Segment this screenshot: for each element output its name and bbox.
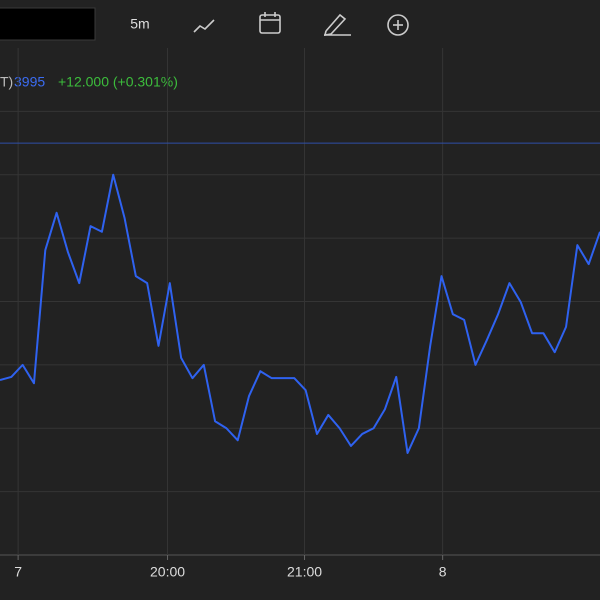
calendar-icon[interactable] — [259, 12, 281, 34]
legend-symbol: T) — [0, 74, 13, 90]
x-tick-label: 8 — [439, 564, 447, 580]
symbol-input[interactable] — [0, 7, 96, 41]
draw-icon[interactable] — [323, 13, 351, 36]
x-tick-label: 7 — [14, 564, 22, 580]
legend-price: 3995 — [14, 74, 45, 90]
x-tick-label: 21:00 — [287, 564, 322, 580]
chart-type-icon[interactable] — [193, 19, 215, 33]
x-tick-label: 20:00 — [150, 564, 185, 580]
price-line-series — [0, 173, 600, 454]
add-icon[interactable] — [387, 14, 409, 36]
interval-button[interactable]: 5m — [130, 16, 149, 32]
legend-change: +12.000 (+0.301%) — [58, 74, 178, 90]
toolbar-icons — [193, 12, 409, 36]
